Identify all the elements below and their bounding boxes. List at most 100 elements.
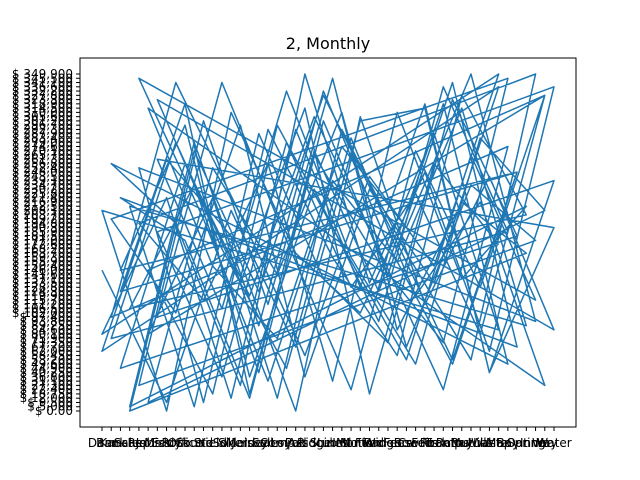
x-tick-label: Miss — [144, 436, 170, 450]
y-tick-label: $ 9,500 — [27, 395, 73, 409]
y-tick-label: $ 292,300 — [12, 122, 73, 136]
x-tick-label: Inner — [520, 436, 551, 450]
y-tick-label: $ 31,100 — [20, 374, 73, 388]
y-tick-label: $ 332,200 — [12, 84, 73, 98]
y-tick-label: $ 203,700 — [12, 208, 73, 222]
y-tick-label: $ 199,200 — [12, 212, 73, 226]
x-tick-label: Ste — [194, 436, 214, 450]
x-tick-label: Mont — [336, 436, 366, 450]
y-tick-label: $ 58,450 — [20, 349, 73, 363]
y-tick-label: $ 225,800 — [12, 186, 73, 200]
y-tick-label: $ 159,300 — [12, 250, 73, 264]
x-tick-label: Mutual — [450, 436, 491, 450]
y-tick-label: $ 314,500 — [12, 101, 73, 115]
y-tick-label: $ 22,400 — [20, 383, 73, 397]
x-tick-label: Lines — [317, 436, 348, 450]
x-tick-label: Fees — [411, 436, 438, 450]
y-tick-label: $ 194,800 — [12, 216, 73, 230]
x-tick-label: Credit — [398, 436, 434, 450]
y-tick-label: $ 141,600 — [12, 267, 73, 281]
y-tick-label: $ 274,600 — [12, 140, 73, 154]
x-tick-label: Comp — [260, 436, 295, 450]
x-tick-label: Yield — [197, 436, 227, 450]
y-tick-label: $ 115,700 — [12, 293, 73, 307]
x-tick-label: Map — [486, 436, 511, 450]
y-tick-label: $ 163,700 — [12, 246, 73, 260]
y-tick-label: $ 89,250 — [20, 319, 73, 333]
x-tick-label: Spring — [507, 436, 546, 450]
x-tick-label: Rangers — [363, 436, 412, 450]
y-tick-label: $ 111,200 — [12, 297, 73, 311]
x-tick-label: Rep — [127, 436, 150, 450]
y-tick-label: $ 93,800 — [20, 314, 73, 328]
y-tick-label: $ 172,600 — [12, 238, 73, 252]
y-tick-label: $ 208,100 — [12, 204, 73, 218]
y-tick-label: $ 248,000 — [12, 165, 73, 179]
y-tick-label: $ 67,700 — [20, 340, 73, 354]
y-tick-label: $ 18,750 — [20, 387, 73, 401]
y-tick-label: $ 261,300 — [12, 152, 73, 166]
y-tick-label: $ 49,600 — [20, 357, 73, 371]
x-tick-label: Jobs — [135, 436, 161, 450]
y-tick-label: $ 40,250 — [20, 366, 73, 380]
x-tick-label: Side — [218, 436, 244, 450]
y-tick-label: $ 5,000 — [27, 400, 73, 414]
x-tick-label: Way — [532, 436, 558, 450]
y-tick-label: $ 102,000 — [12, 306, 73, 320]
x-tick-label: Wide — [364, 436, 394, 450]
y-tick-label: $ 296,700 — [12, 118, 73, 132]
x-tick-label: Hills — [468, 436, 493, 450]
x-tick-label: Fund — [355, 436, 384, 450]
y-tick-label: $ 230,200 — [12, 182, 73, 196]
y-tick-label: $ 234,700 — [12, 178, 73, 192]
y-tick-label: $ 75,900 — [20, 331, 73, 345]
y-tick-label: $ 146,000 — [12, 263, 73, 277]
y-tick-label: $ 305,600 — [12, 110, 73, 124]
x-tick-label: Rams — [436, 436, 469, 450]
y-tick-label: $ 336,600 — [12, 80, 73, 94]
x-tick-label: Jersey — [230, 436, 268, 450]
y-tick-label: $ 53,200 — [20, 353, 73, 367]
y-tick-label: $ 256,800 — [12, 157, 73, 171]
chart-title: 2, Monthly — [286, 34, 370, 53]
x-tick-label: Office — [168, 436, 203, 450]
x-tick-label: Rock — [420, 436, 449, 450]
y-tick-label: $ 252,400 — [12, 161, 73, 175]
x-tick-label: Dam — [88, 436, 116, 450]
y-tick-label: $ 177,000 — [12, 233, 73, 247]
y-tick-label: $ 12,000 — [20, 391, 73, 405]
plot-frame — [79, 57, 577, 428]
series-line-0 — [101, 73, 555, 412]
plot-area — [101, 73, 555, 412]
y-tick-label: $ 221,400 — [12, 191, 73, 205]
y-tick-label: $ 239,100 — [12, 174, 73, 188]
y-tick-label: $ 265,700 — [12, 148, 73, 162]
y-tick-label: $ 137,100 — [12, 272, 73, 286]
x-tick-label: Sol — [213, 436, 231, 450]
x-tick-label: Waste — [471, 436, 508, 450]
y-tick-label: $ 133,500 — [12, 276, 73, 290]
y-tick-label: $ 119,900 — [12, 289, 73, 303]
y-tick-label: $ 181,500 — [12, 229, 73, 243]
x-tick-label: Bay — [450, 436, 473, 450]
y-tick-label: $ 341,100 — [12, 76, 73, 90]
x-tick-label: Assoc — [288, 436, 323, 450]
x-tick-label: Water — [536, 436, 572, 450]
x-tick-label: Motion — [340, 436, 381, 450]
y-tick-label: $ 190,300 — [12, 221, 73, 235]
x-tick-label: Rock — [161, 436, 190, 450]
y-tick-label: $ 150,400 — [12, 259, 73, 273]
y-tick-label: $ 0.00 — [35, 404, 73, 418]
y-tick-label: $ 270,100 — [12, 144, 73, 158]
x-tick-label: Loyal — [271, 436, 303, 450]
x-tick-label: Sales — [252, 436, 284, 450]
x-tick-label: Main — [226, 436, 255, 450]
x-tick-label: Ideal — [244, 436, 273, 450]
x-tick-label: Bay — [497, 436, 520, 450]
y-tick-label: $ 243,500 — [12, 169, 73, 183]
x-tick-label: Sound — [175, 436, 213, 450]
x-tick-label: Sales — [114, 436, 146, 450]
y-tick-label: $ 185,900 — [12, 225, 73, 239]
x-tick-label: Fees — [384, 436, 411, 450]
y-tick-label: $ 345,500 — [12, 71, 73, 85]
